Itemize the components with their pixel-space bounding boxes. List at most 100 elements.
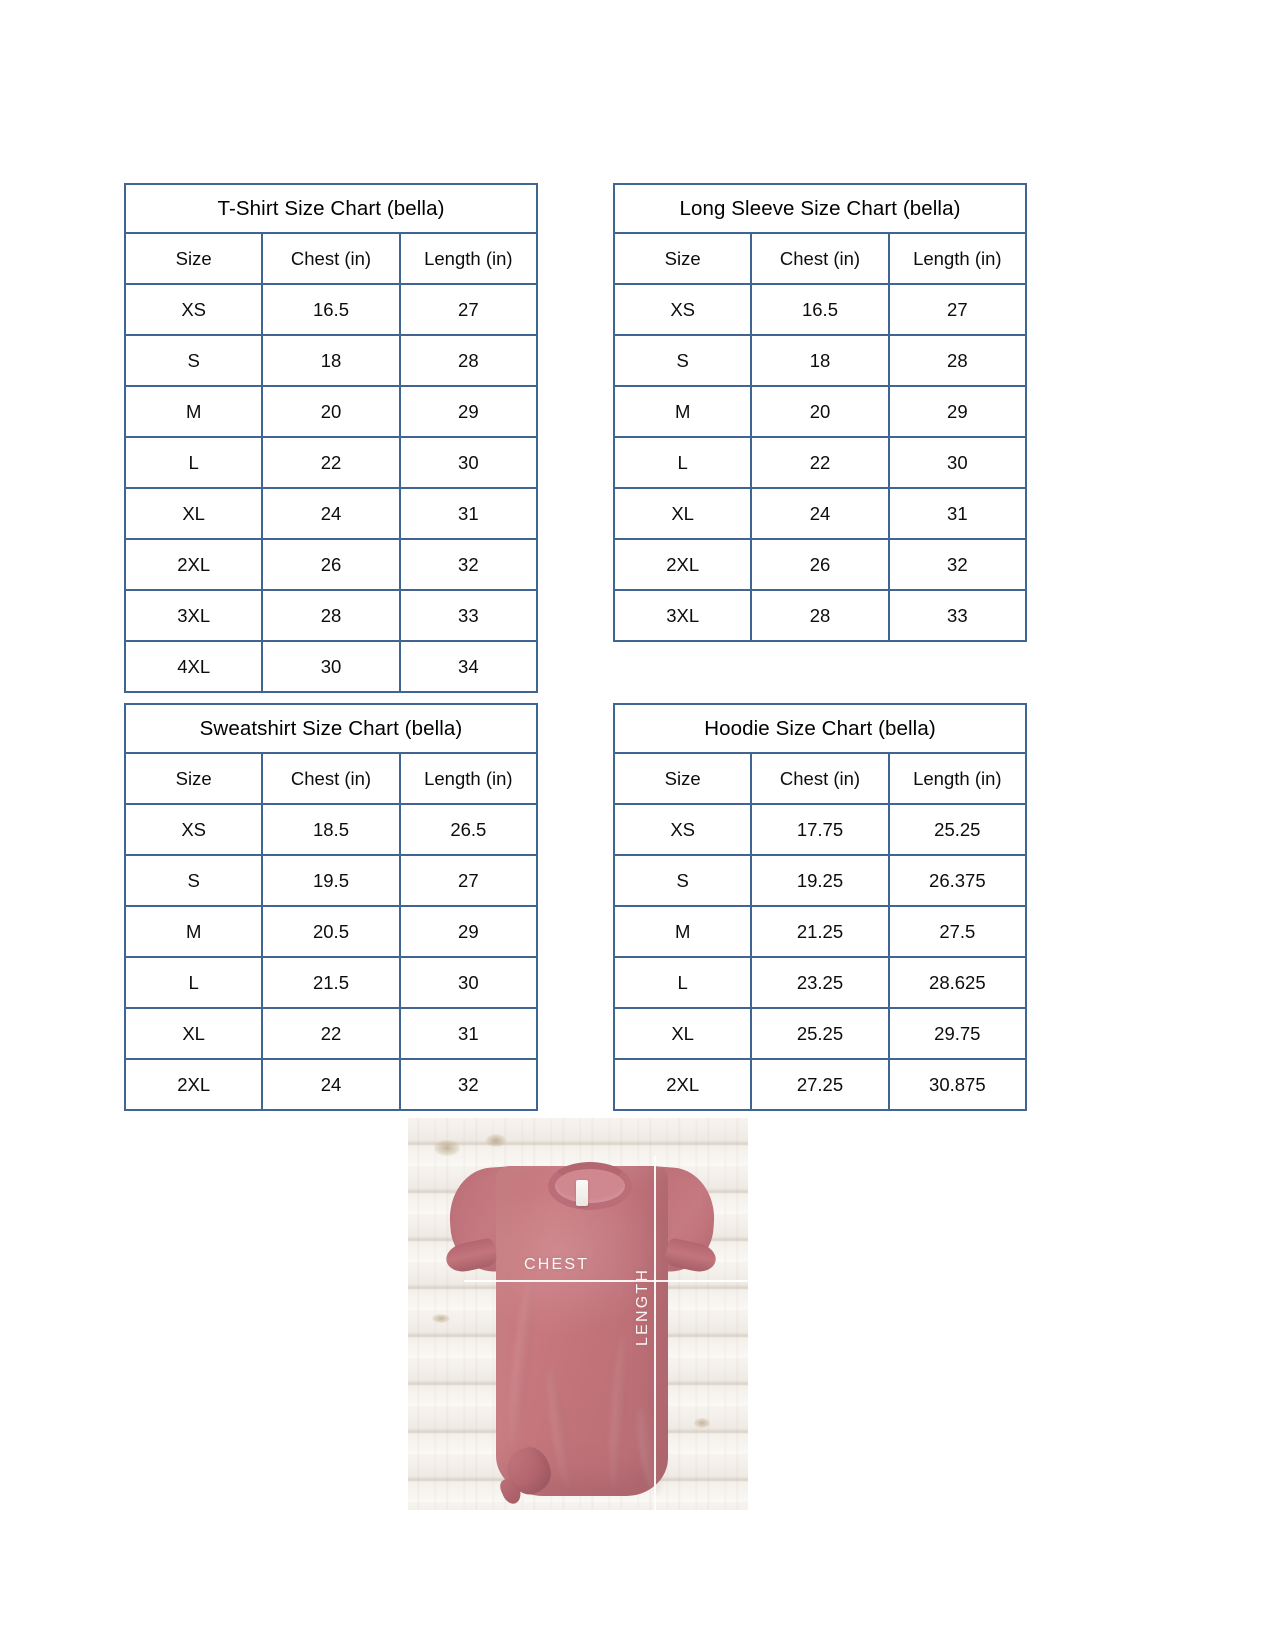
cell-size: XL (123, 1007, 264, 1060)
column-header-chest: Chest (in) (750, 232, 890, 285)
cell-chest: 26 (750, 538, 890, 591)
cell-length: 34 (398, 640, 539, 693)
cell-length: 29 (398, 905, 539, 958)
cell-size: 3XL (612, 589, 753, 642)
cell-length: 30 (887, 436, 1028, 489)
cell-length: 31 (398, 1007, 539, 1060)
cell-chest: 30 (261, 640, 401, 693)
cell-size: M (612, 905, 753, 958)
cell-length: 33 (887, 589, 1028, 642)
table-row: 2XL 24 32 (123, 1058, 539, 1111)
cell-size: S (123, 334, 264, 387)
cell-size: M (123, 385, 264, 438)
longsleeve-size-chart-table: Long Sleeve Size Chart (bella) Size Ches… (612, 183, 1028, 642)
table-row: XL 25.25 29.75 (612, 1007, 1028, 1060)
cell-size: 2XL (612, 1058, 753, 1111)
cell-chest: 23.25 (750, 956, 890, 1009)
cell-size: XL (612, 1007, 753, 1060)
table-row: S 18 28 (123, 334, 539, 387)
cell-length: 31 (398, 487, 539, 540)
table-row: M 20 29 (123, 385, 539, 438)
cell-length: 33 (398, 589, 539, 642)
cell-chest: 19.25 (750, 854, 890, 907)
hoodie-size-chart-table: Hoodie Size Chart (bella) Size Chest (in… (612, 703, 1028, 1111)
table-row: S 18 28 (612, 334, 1028, 387)
cell-size: XS (123, 283, 264, 336)
cell-length: 25.25 (887, 803, 1028, 856)
table-row: L 22 30 (612, 436, 1028, 489)
cell-length: 30 (398, 436, 539, 489)
table-row: XS 16.5 27 (123, 283, 539, 336)
column-header-size: Size (612, 232, 753, 285)
chest-measure-label: CHEST (524, 1256, 590, 1273)
cell-chest: 27.25 (750, 1058, 890, 1111)
table-title-row: Sweatshirt Size Chart (bella) (124, 703, 538, 754)
length-measure-line (654, 1156, 656, 1510)
cell-chest: 17.75 (750, 803, 890, 856)
table-row: M 20.5 29 (123, 905, 539, 958)
table-row: XL 24 31 (123, 487, 539, 540)
cell-length: 32 (398, 1058, 539, 1111)
cell-size: XL (612, 487, 753, 540)
table-header-row: Size Chest (in) Length (in) (612, 752, 1028, 805)
cell-length: 30.875 (887, 1058, 1028, 1111)
table-row: 2XL 27.25 30.875 (612, 1058, 1028, 1111)
column-header-length: Length (in) (887, 232, 1028, 285)
column-header-length: Length (in) (887, 752, 1028, 805)
table-title-row: Long Sleeve Size Chart (bella) (613, 183, 1027, 234)
cell-chest: 24 (750, 487, 890, 540)
table-row: 2XL 26 32 (123, 538, 539, 591)
table-row: XS 16.5 27 (612, 283, 1028, 336)
table-row: L 22 30 (123, 436, 539, 489)
cell-chest: 18 (750, 334, 890, 387)
mauve-tshirt (443, 1156, 719, 1507)
cell-size: XS (612, 803, 753, 856)
table-row: XL 22 31 (123, 1007, 539, 1060)
cell-length: 28 (887, 334, 1028, 387)
cell-length: 29.75 (887, 1007, 1028, 1060)
measurement-guide-photo: CHEST LENGTH (408, 1118, 748, 1510)
column-header-chest: Chest (in) (261, 752, 401, 805)
cell-size: S (612, 854, 753, 907)
cell-length: 26.5 (398, 803, 539, 856)
cell-size: L (123, 956, 264, 1009)
tshirt-table-body: XS 16.5 27 S 18 28 M 20 29 L 22 30 XL 24 (123, 283, 539, 693)
cell-chest: 25.25 (750, 1007, 890, 1060)
cell-chest: 19.5 (261, 854, 401, 907)
cell-size: L (612, 956, 753, 1009)
cell-chest: 26 (261, 538, 401, 591)
table-title-row: Hoodie Size Chart (bella) (613, 703, 1027, 754)
table-row: S 19.5 27 (123, 854, 539, 907)
wood-knot (434, 1140, 460, 1156)
table-row: 2XL 26 32 (612, 538, 1028, 591)
table-row: 3XL 28 33 (612, 589, 1028, 642)
table-header-row: Size Chest (in) Length (in) (612, 232, 1028, 285)
cell-size: L (612, 436, 753, 489)
cell-chest: 22 (750, 436, 890, 489)
cell-length: 32 (398, 538, 539, 591)
table-row: M 21.25 27.5 (612, 905, 1028, 958)
table-title-row: T-Shirt Size Chart (bella) (124, 183, 538, 234)
brand-tag (576, 1180, 588, 1206)
sweatshirt-size-chart-table: Sweatshirt Size Chart (bella) Size Chest… (123, 703, 539, 1111)
cell-size: 2XL (612, 538, 753, 591)
cell-chest: 20.5 (261, 905, 401, 958)
cell-length: 27 (398, 283, 539, 336)
cell-length: 27 (887, 283, 1028, 336)
table-row: 4XL 30 34 (123, 640, 539, 693)
cell-length: 28.625 (887, 956, 1028, 1009)
column-header-size: Size (123, 752, 264, 805)
tshirt-body (496, 1166, 668, 1496)
wood-knot (694, 1418, 710, 1428)
table-row: XS 17.75 25.25 (612, 803, 1028, 856)
cell-size: S (612, 334, 753, 387)
cell-size: 3XL (123, 589, 264, 642)
cell-chest: 16.5 (261, 283, 401, 336)
cell-length: 30 (398, 956, 539, 1009)
sweatshirt-chart-title: Sweatshirt Size Chart (bella) (124, 703, 538, 754)
chest-measure-line (464, 1280, 748, 1282)
cell-chest: 24 (261, 487, 401, 540)
table-row: XS 18.5 26.5 (123, 803, 539, 856)
length-measure-label: LENGTH (634, 1267, 651, 1346)
